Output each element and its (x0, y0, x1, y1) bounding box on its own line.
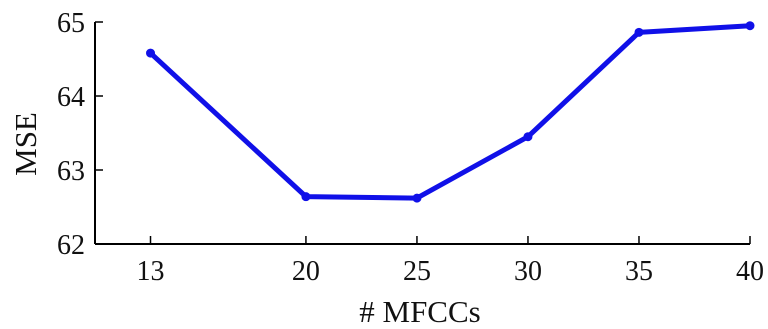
x-tick-label: 20 (292, 256, 320, 287)
axes (94, 22, 750, 245)
x-ticks: 13 20 25 30 35 40 (137, 236, 764, 287)
data-point (146, 48, 156, 58)
x-tick-label: 13 (137, 256, 165, 287)
data-point (745, 21, 755, 31)
series-lines (146, 21, 755, 203)
y-tick-label: 63 (57, 156, 85, 187)
x-tick-label: 35 (625, 256, 653, 287)
x-tick-label: 25 (403, 256, 431, 287)
y-axis-title: MSE (8, 112, 43, 176)
data-point (523, 132, 533, 142)
y-tick-label: 65 (57, 8, 85, 39)
data-point (301, 192, 311, 202)
series-line (148, 23, 753, 201)
y-tick-label: 62 (57, 230, 85, 261)
x-tick-label: 30 (514, 256, 542, 287)
y-tick-label: 64 (57, 82, 85, 113)
data-point (634, 27, 644, 37)
y-ticks: 62 63 64 65 (57, 8, 103, 261)
x-axis-title: # MFCCs (359, 294, 480, 329)
x-tick-label: 40 (736, 256, 764, 287)
data-point (412, 193, 422, 203)
